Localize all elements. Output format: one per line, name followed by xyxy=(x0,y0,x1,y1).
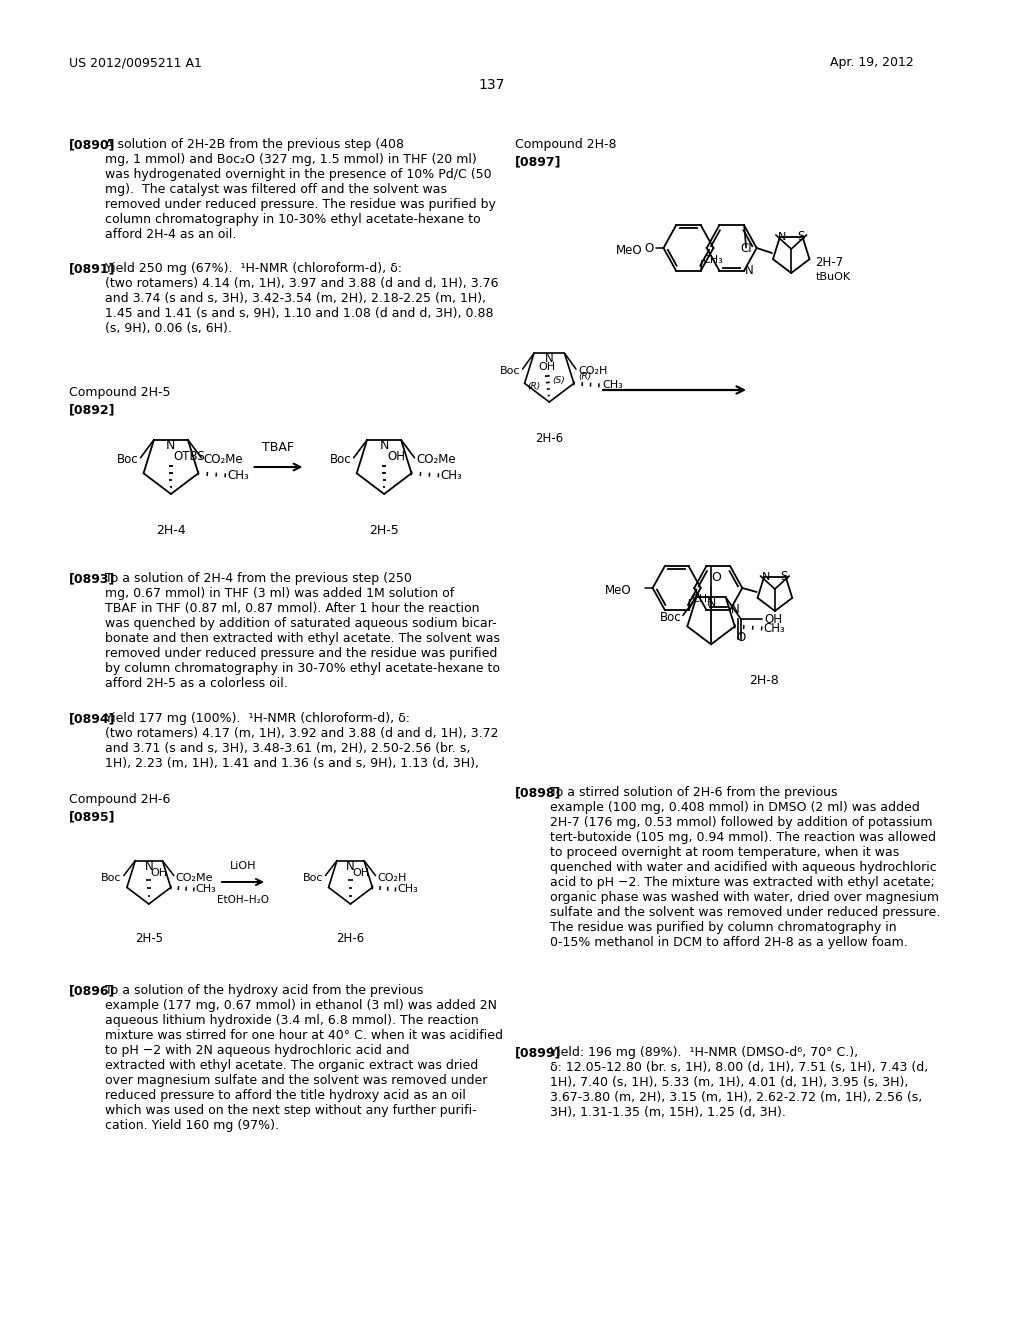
Text: Boc: Boc xyxy=(500,366,520,376)
Text: (R): (R) xyxy=(527,383,541,392)
Text: LiOH: LiOH xyxy=(229,861,256,871)
Text: N: N xyxy=(380,438,389,451)
Text: S: S xyxy=(797,231,805,243)
Text: [0897]: [0897] xyxy=(515,154,561,168)
Text: OH: OH xyxy=(151,869,168,878)
Text: CH₃: CH₃ xyxy=(702,255,724,264)
Text: [0895]: [0895] xyxy=(70,810,116,822)
Text: A solution of 2H-2B from the previous step (408
mg, 1 mmol) and Boc₂O (327 mg, 1: A solution of 2H-2B from the previous st… xyxy=(104,139,496,242)
Text: 2H-8: 2H-8 xyxy=(750,675,779,688)
Text: 2H-6: 2H-6 xyxy=(536,432,563,445)
Text: OH: OH xyxy=(539,362,556,372)
Text: Apr. 19, 2012: Apr. 19, 2012 xyxy=(830,55,914,69)
Text: Cl: Cl xyxy=(740,243,752,256)
Text: 2H-7: 2H-7 xyxy=(815,256,844,269)
Text: [0890]: [0890] xyxy=(70,139,116,150)
Text: Yield 177 mg (100%).  ¹H-NMR (chloroform-d), δ:
(two rotamers) 4.17 (m, 1H), 3.9: Yield 177 mg (100%). ¹H-NMR (chloroform-… xyxy=(104,711,498,770)
Text: OH: OH xyxy=(387,450,404,463)
Text: tBuOK: tBuOK xyxy=(815,272,850,282)
Text: N: N xyxy=(777,232,785,242)
Text: N: N xyxy=(707,597,716,610)
Text: [0899]: [0899] xyxy=(515,1045,561,1059)
Text: 2H-6: 2H-6 xyxy=(337,932,365,945)
Text: CH₃: CH₃ xyxy=(440,469,462,482)
Text: CH₃: CH₃ xyxy=(196,884,216,895)
Text: Boc: Boc xyxy=(303,873,324,883)
Text: [0894]: [0894] xyxy=(70,711,116,725)
Text: To a solution of the hydroxy acid from the previous
example (177 mg, 0.67 mmol) : To a solution of the hydroxy acid from t… xyxy=(104,983,503,1133)
Text: N: N xyxy=(762,572,770,582)
Text: 2H-5: 2H-5 xyxy=(370,524,399,537)
Text: MeO: MeO xyxy=(605,583,632,597)
Text: To a stirred solution of 2H-6 from the previous
example (100 mg, 0.408 mmol) in : To a stirred solution of 2H-6 from the p… xyxy=(550,785,940,949)
Text: N: N xyxy=(545,352,554,366)
Text: TBAF: TBAF xyxy=(262,441,295,454)
Text: CH₃: CH₃ xyxy=(764,622,785,635)
Text: Compound 2H-8: Compound 2H-8 xyxy=(515,139,616,150)
Text: Boc: Boc xyxy=(117,453,138,466)
Text: CO₂Me: CO₂Me xyxy=(176,873,213,883)
Text: CO₂H: CO₂H xyxy=(578,366,607,376)
Text: CH₃: CH₃ xyxy=(227,469,249,482)
Text: [0898]: [0898] xyxy=(515,785,561,799)
Text: 2H-5: 2H-5 xyxy=(135,932,163,945)
Text: [0893]: [0893] xyxy=(70,572,116,585)
Text: CH₃: CH₃ xyxy=(691,594,713,603)
Text: CO₂H: CO₂H xyxy=(378,873,407,883)
Text: (R): (R) xyxy=(579,372,592,381)
Text: Yield: 196 mg (89%).  ¹H-NMR (DMSO-d⁶, 70° C.),
δ: 12.05-12.80 (br. s, 1H), 8.00: Yield: 196 mg (89%). ¹H-NMR (DMSO-d⁶, 70… xyxy=(550,1045,929,1119)
Text: O: O xyxy=(645,242,654,255)
Text: Compound 2H-6: Compound 2H-6 xyxy=(70,793,171,807)
Text: N: N xyxy=(745,264,754,277)
Text: O: O xyxy=(711,570,721,583)
Text: N: N xyxy=(166,438,175,451)
Text: N: N xyxy=(731,603,740,616)
Text: Boc: Boc xyxy=(659,611,681,624)
Text: S: S xyxy=(780,570,787,583)
Text: [0892]: [0892] xyxy=(70,403,116,416)
Text: CH₃: CH₃ xyxy=(397,884,418,895)
Text: Compound 2H-5: Compound 2H-5 xyxy=(70,385,171,399)
Text: CO₂Me: CO₂Me xyxy=(417,453,456,466)
Text: OH: OH xyxy=(764,612,782,626)
Text: Yield 250 mg (67%).  ¹H-NMR (chloroform-d), δ:
(two rotamers) 4.14 (m, 1H), 3.97: Yield 250 mg (67%). ¹H-NMR (chloroform-d… xyxy=(104,261,498,335)
Text: N: N xyxy=(346,859,355,873)
Text: To a solution of 2H-4 from the previous step (250
mg, 0.67 mmol) in THF (3 ml) w: To a solution of 2H-4 from the previous … xyxy=(104,572,500,690)
Text: US 2012/0095211 A1: US 2012/0095211 A1 xyxy=(70,55,202,69)
Text: [0896]: [0896] xyxy=(70,983,116,997)
Text: OTBS: OTBS xyxy=(174,450,206,463)
Text: Boc: Boc xyxy=(101,873,122,883)
Text: 137: 137 xyxy=(478,78,505,92)
Text: N: N xyxy=(144,859,154,873)
Text: Boc: Boc xyxy=(330,453,352,466)
Text: CO₂Me: CO₂Me xyxy=(203,453,243,466)
Text: (S): (S) xyxy=(552,375,565,384)
Text: 2H-4: 2H-4 xyxy=(156,524,185,537)
Text: CH₃: CH₃ xyxy=(603,380,624,391)
Text: EtOH–H₂O: EtOH–H₂O xyxy=(217,895,269,906)
Text: [0891]: [0891] xyxy=(70,261,116,275)
Text: O: O xyxy=(736,631,745,644)
Text: MeO: MeO xyxy=(615,243,642,256)
Text: OH: OH xyxy=(352,869,370,878)
